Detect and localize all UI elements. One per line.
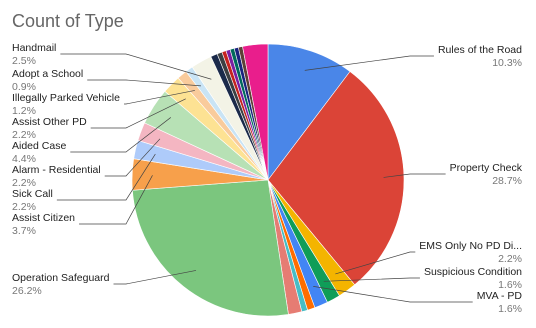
slice-label: EMS Only No PD Di...: [419, 240, 522, 252]
slice-value-label: 2.2%: [12, 177, 36, 189]
leader-line: [70, 117, 172, 153]
slice-label: Illegally Parked Vehicle: [12, 92, 120, 104]
leader-line: [90, 98, 186, 129]
slice-value-label: 1.2%: [12, 105, 36, 117]
slice-label: Aided Case: [12, 140, 66, 152]
leader-line: [87, 79, 201, 87]
slice-label: Rules of the Road: [438, 44, 522, 56]
pie-slice: [267, 71, 405, 286]
pie-slice: [132, 179, 289, 317]
leader-line: [60, 53, 212, 80]
slice-label: Adopt a School: [12, 68, 83, 80]
slice-label: Operation Safeguard: [12, 272, 110, 284]
slice-value-label: 3.7%: [12, 225, 36, 237]
slice-value-label: 0.9%: [12, 81, 36, 93]
slice-value-label: 4.4%: [12, 153, 36, 165]
slice-label: Assist Citizen: [12, 212, 75, 224]
chart-title: Count of Type: [12, 11, 124, 31]
slice-value-label: 2.5%: [12, 55, 36, 67]
slice-value-label: 1.6%: [498, 303, 522, 315]
pie-slice: [267, 43, 351, 181]
leader-line: [304, 55, 434, 71]
slice-value-label: 1.6%: [498, 279, 522, 291]
slice-value-label: 2.2%: [498, 253, 522, 265]
leader-line: [335, 251, 416, 275]
slice-label: Handmail: [12, 42, 56, 54]
slice-label: Property Check: [450, 162, 523, 174]
leader-line: [123, 90, 195, 105]
slice-value-label: 28.7%: [492, 175, 522, 187]
leader-line: [104, 138, 161, 177]
slice-label: Alarm - Residential: [12, 164, 101, 176]
slice-label: Sick Call: [12, 188, 53, 200]
slice-value-label: 26.2%: [12, 285, 42, 297]
leader-line: [313, 286, 473, 303]
leader-line: [383, 173, 446, 178]
leader-line: [79, 175, 153, 225]
slice-label: MVA - PD: [477, 290, 523, 302]
slice-value-label: 2.2%: [12, 201, 36, 213]
slice-value-label: 2.2%: [12, 129, 36, 141]
pie-slice: [242, 43, 269, 181]
leader-line: [323, 277, 420, 282]
leader-line: [113, 270, 197, 285]
slice-label: Assist Other PD: [12, 116, 87, 128]
leader-line: [56, 153, 156, 201]
slice-value-label: 10.3%: [492, 57, 522, 69]
slice-label: Suspicious Condition: [424, 266, 522, 278]
